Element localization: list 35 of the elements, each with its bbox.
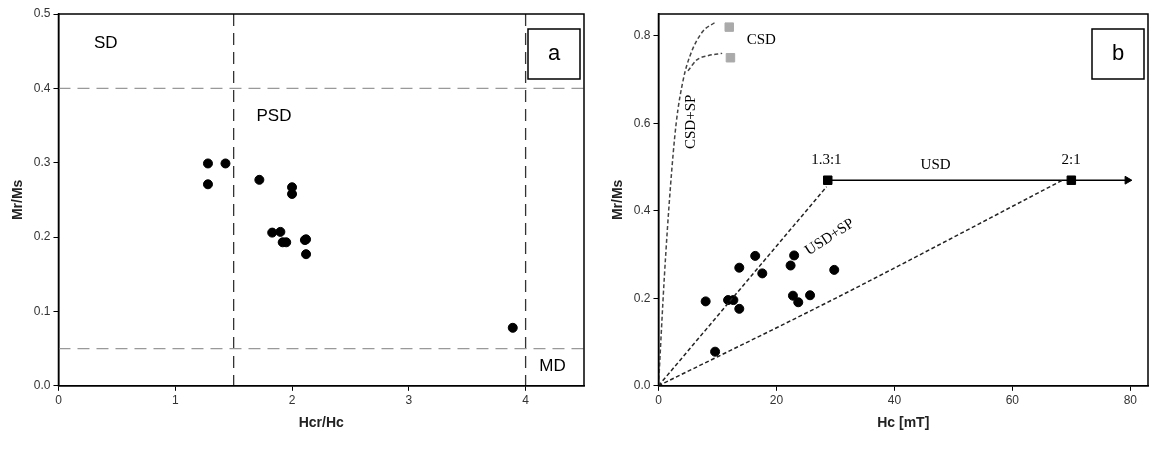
y-tick-label: 0.6: [633, 115, 651, 130]
annotation: 2:1: [1061, 151, 1081, 168]
x-tick-label: 20: [769, 393, 784, 408]
annotation: a: [547, 40, 561, 66]
x-tick-label: 0: [655, 393, 663, 408]
annotation: MD: [539, 356, 566, 376]
y-tick-label: 0.5: [33, 6, 51, 21]
y-axis-title: Mr/Ms: [609, 179, 626, 221]
x-tick-label: 1: [171, 393, 179, 408]
y-tick-label: 0.0: [633, 378, 651, 393]
x-tick-label: 40: [887, 393, 902, 408]
annotation: SD: [93, 33, 118, 53]
x-axis-title: Hc [mT]: [877, 414, 930, 431]
annotation: USD: [920, 155, 951, 172]
y-tick-label: 0.1: [33, 303, 51, 318]
y-tick-label: 0.4: [633, 203, 651, 218]
annotation: b: [1111, 40, 1125, 66]
y-tick-label: 0.3: [33, 155, 51, 170]
x-tick-label: 0: [55, 393, 63, 408]
x-tick-label: 80: [1123, 393, 1138, 408]
y-tick-label: 0.2: [33, 229, 51, 244]
x-axis-title: Hcr/Hc: [298, 414, 345, 431]
y-tick-label: 0.4: [33, 80, 51, 95]
y-tick-label: 0.2: [633, 290, 651, 305]
annotation: CSD: [746, 30, 777, 47]
x-tick-label: 2: [288, 393, 296, 408]
y-tick-label: 0.0: [33, 378, 51, 393]
x-tick-label: 3: [405, 393, 413, 408]
annotation: PSD: [256, 106, 292, 126]
annotation: 1.3:1: [811, 151, 842, 168]
x-tick-label: 60: [1005, 393, 1020, 408]
annotation: CSD+SP: [681, 94, 698, 149]
y-tick-label: 0.8: [633, 28, 651, 43]
y-axis-title: Mr/Ms: [9, 179, 26, 221]
x-tick-label: 4: [522, 393, 530, 408]
